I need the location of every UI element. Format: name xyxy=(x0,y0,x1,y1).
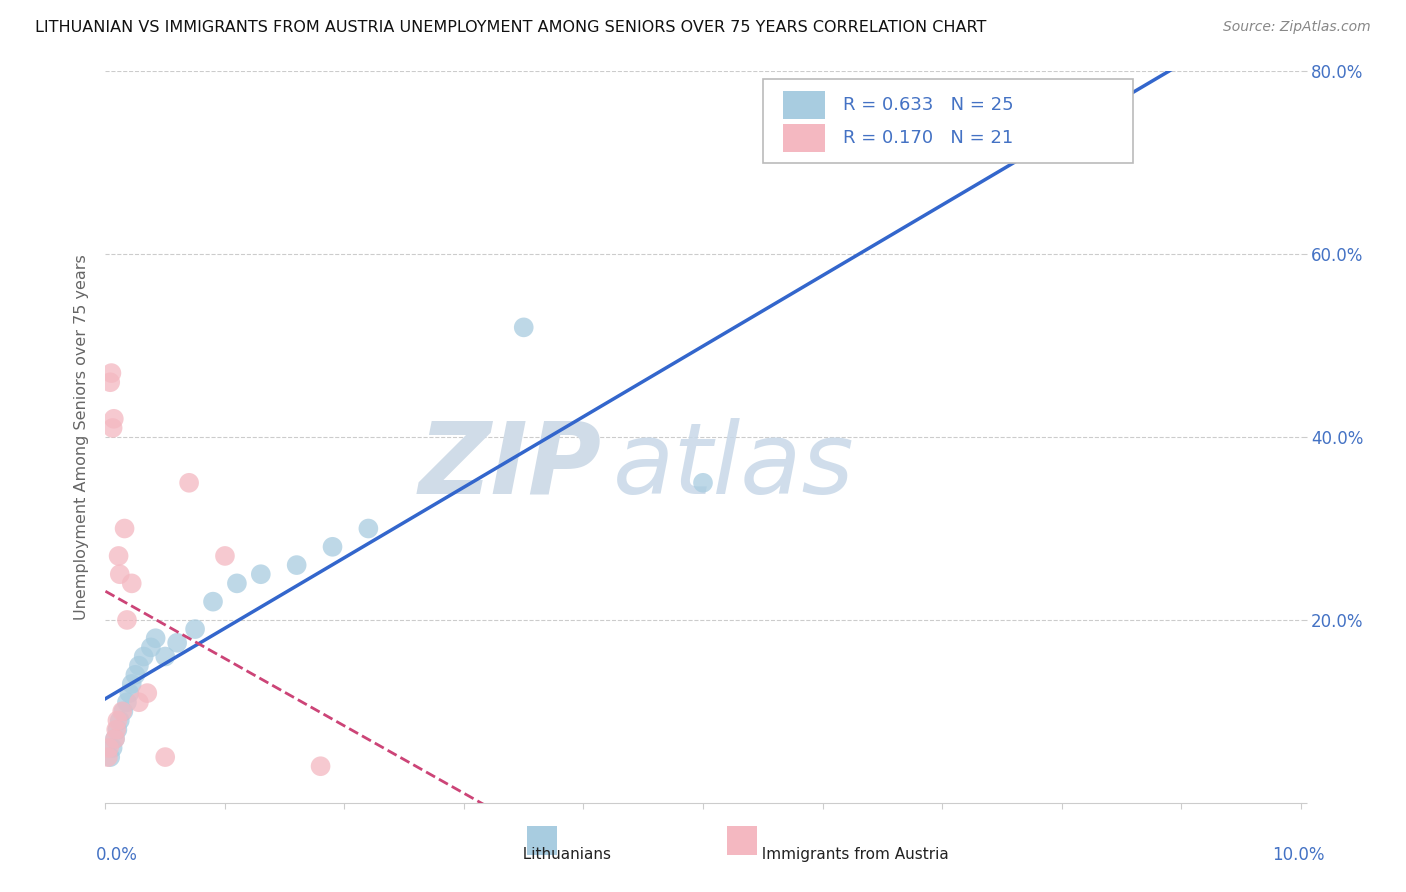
Point xyxy=(114,521,136,535)
Point xyxy=(692,475,714,490)
Point xyxy=(111,705,134,719)
Point xyxy=(166,636,188,650)
Text: Lithuanians: Lithuanians xyxy=(513,847,612,862)
Point xyxy=(98,750,121,764)
Text: R = 0.170   N = 21: R = 0.170 N = 21 xyxy=(842,129,1014,147)
Point xyxy=(121,576,143,591)
Point xyxy=(101,421,124,435)
Text: Immigrants from Austria: Immigrants from Austria xyxy=(752,847,949,862)
Point xyxy=(128,658,150,673)
Point xyxy=(202,594,225,608)
Text: 10.0%: 10.0% xyxy=(1272,846,1324,863)
Point xyxy=(105,723,128,737)
Point xyxy=(103,412,125,426)
Y-axis label: Unemployment Among Seniors over 75 years: Unemployment Among Seniors over 75 years xyxy=(73,254,89,620)
Point xyxy=(107,714,129,728)
Text: 0.0%: 0.0% xyxy=(96,846,138,863)
Text: LITHUANIAN VS IMMIGRANTS FROM AUSTRIA UNEMPLOYMENT AMONG SENIORS OVER 75 YEARS C: LITHUANIAN VS IMMIGRANTS FROM AUSTRIA UN… xyxy=(35,20,987,35)
Point xyxy=(145,632,167,646)
Point xyxy=(121,677,143,691)
Point xyxy=(107,723,129,737)
Point xyxy=(108,567,131,582)
Point xyxy=(139,640,162,655)
FancyBboxPatch shape xyxy=(527,826,557,855)
Point xyxy=(128,695,150,709)
Text: ZIP: ZIP xyxy=(419,417,602,515)
Point xyxy=(153,750,177,764)
Point xyxy=(177,475,200,490)
Point xyxy=(108,714,131,728)
Point xyxy=(115,613,138,627)
Point xyxy=(98,740,121,755)
Point xyxy=(136,686,159,700)
Point xyxy=(513,320,536,334)
Text: R = 0.633   N = 25: R = 0.633 N = 25 xyxy=(842,96,1014,114)
Point xyxy=(112,705,135,719)
FancyBboxPatch shape xyxy=(762,78,1133,163)
Point xyxy=(321,540,343,554)
Point xyxy=(124,667,146,681)
Point xyxy=(107,549,129,563)
Point xyxy=(153,649,177,664)
Text: Source: ZipAtlas.com: Source: ZipAtlas.com xyxy=(1223,20,1371,34)
Point xyxy=(118,686,141,700)
Point xyxy=(132,649,155,664)
Point xyxy=(250,567,273,582)
Point xyxy=(225,576,249,591)
FancyBboxPatch shape xyxy=(783,124,825,152)
Point xyxy=(104,731,127,746)
FancyBboxPatch shape xyxy=(727,826,756,855)
Point xyxy=(98,375,121,389)
Point xyxy=(184,622,207,636)
Point xyxy=(115,695,138,709)
Point xyxy=(100,366,122,380)
Point xyxy=(97,750,120,764)
Point xyxy=(214,549,236,563)
Point xyxy=(104,731,127,746)
Point xyxy=(285,558,308,573)
Point xyxy=(309,759,332,773)
Text: atlas: atlas xyxy=(613,417,855,515)
Point xyxy=(101,740,124,755)
FancyBboxPatch shape xyxy=(783,91,825,119)
Point xyxy=(357,521,380,535)
